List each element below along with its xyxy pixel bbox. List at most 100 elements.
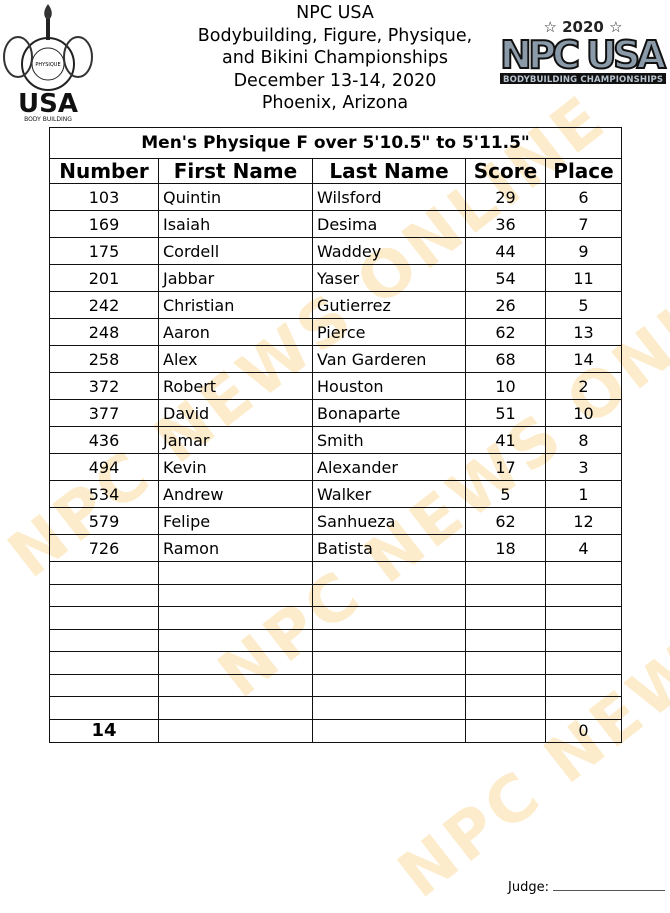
score: 36 (465, 210, 546, 238)
first-name: Cordell (158, 237, 313, 265)
empty-cell (49, 673, 159, 697)
table-row: 726 Ramon Batista 18 4 (49, 534, 623, 562)
total-row: 14 0 (49, 718, 623, 743)
place: 3 (544, 453, 623, 481)
empty-cell (49, 606, 159, 630)
svg-text:USA: USA (18, 89, 78, 119)
place: 14 (544, 345, 623, 373)
empty-cell (312, 718, 466, 743)
empty-cell (49, 651, 159, 675)
table-row: 534 Andrew Walker 5 1 (49, 480, 623, 508)
event-date: December 13-14, 2020 (233, 70, 437, 91)
last-name: Houston (312, 372, 466, 400)
empty-cell (312, 651, 466, 675)
empty-cell (312, 583, 466, 607)
competitor-number: 175 (49, 237, 159, 265)
empty-cell (158, 561, 313, 585)
event-title-line2: and Bikini Championships (221, 48, 448, 68)
empty-cell (158, 696, 313, 720)
place: 8 (544, 426, 623, 454)
first-name: Isaiah (158, 210, 313, 238)
empty-cell (544, 673, 623, 697)
first-name: David (158, 399, 313, 427)
place: 10 (544, 399, 623, 427)
competitor-number: 372 (49, 372, 159, 400)
last-name: Wilsford (312, 183, 466, 211)
empty-cell (465, 583, 546, 607)
table-row: 372 Robert Houston 10 2 (49, 372, 623, 400)
first-name: Christian (158, 291, 313, 319)
empty-cell (312, 696, 466, 720)
last-name: Alexander (312, 453, 466, 481)
competitor-number: 726 (49, 534, 159, 562)
score: 51 (465, 399, 546, 427)
svg-text:PHYSIQUE: PHYSIQUE (35, 62, 60, 68)
npc-usa-logo: USA BODY BUILDING PHYSIQUE (3, 4, 93, 122)
place: 11 (544, 264, 623, 292)
empty-cell (465, 651, 546, 675)
table-row: 169 Isaiah Desima 36 7 (49, 210, 623, 238)
score: 62 (465, 318, 546, 346)
competitor-number: 169 (49, 210, 159, 238)
score: 10 (465, 372, 546, 400)
first-name: Felipe (158, 507, 313, 535)
svg-text:☆ 2020 ☆: ☆ 2020 ☆ (543, 18, 622, 36)
place: 2 (544, 372, 623, 400)
last-name: Walker (312, 480, 466, 508)
competitor-count: 14 (49, 718, 159, 743)
svg-text:BODYBUILDING CHAMPIONSHIPS: BODYBUILDING CHAMPIONSHIPS (503, 75, 663, 85)
empty-cell (465, 696, 546, 720)
first-name: Robert (158, 372, 313, 400)
competitor-number: 248 (49, 318, 159, 346)
place: 1 (544, 480, 623, 508)
empty-cell (465, 628, 546, 652)
empty-cell (158, 673, 313, 697)
table-row: 103 Quintin Wilsford 29 6 (49, 183, 623, 211)
empty-row (49, 628, 623, 652)
table-row: 494 Kevin Alexander 17 3 (49, 453, 623, 481)
competitor-number: 103 (49, 183, 159, 211)
first-name: Aaron (158, 318, 313, 346)
competitor-number: 258 (49, 345, 159, 373)
score: 41 (465, 426, 546, 454)
empty-cell (312, 628, 466, 652)
results-table: Men's Physique F over 5'10.5" to 5'11.5"… (48, 127, 623, 743)
score: 17 (465, 453, 546, 481)
place-total: 0 (544, 718, 623, 743)
place: 9 (544, 237, 623, 265)
event-location: Phoenix, Arizona (261, 93, 409, 113)
column-header: First Name (158, 158, 313, 184)
empty-cell (312, 606, 466, 630)
svg-text:NPC USA: NPC USA (500, 33, 667, 77)
place: 13 (544, 318, 623, 346)
score: 44 (465, 237, 546, 265)
empty-cell (544, 628, 623, 652)
score: 5 (465, 480, 546, 508)
score: 29 (465, 183, 546, 211)
place: 4 (544, 534, 623, 562)
empty-cell (49, 628, 159, 652)
empty-row (49, 606, 623, 630)
last-name: Bonaparte (312, 399, 466, 427)
last-name: Yaser (312, 264, 466, 292)
signature-line (552, 890, 665, 891)
place: 6 (544, 183, 623, 211)
column-header: Last Name (312, 158, 466, 184)
event-header: NPC USA Bodybuilding, Figure, Physique, … (170, 2, 500, 115)
npc-usa-2020-logo: ☆ 2020 ☆ NPC USA BODYBUILDING CHAMPIONSH… (499, 18, 668, 85)
place: 5 (544, 291, 623, 319)
first-name: Quintin (158, 183, 313, 211)
empty-cell (465, 673, 546, 697)
table-row: 248 Aaron Pierce 62 13 (49, 318, 623, 346)
empty-cell (465, 718, 546, 743)
empty-cell (465, 606, 546, 630)
last-name: Gutierrez (312, 291, 466, 319)
judge-signature: Judge: (508, 880, 665, 895)
judge-label: Judge: (508, 880, 549, 895)
first-name: Jamar (158, 426, 313, 454)
table-row: 242 Christian Gutierrez 26 5 (49, 291, 623, 319)
empty-cell (544, 583, 623, 607)
place: 7 (544, 210, 623, 238)
empty-cell (544, 651, 623, 675)
empty-cell (544, 561, 623, 585)
